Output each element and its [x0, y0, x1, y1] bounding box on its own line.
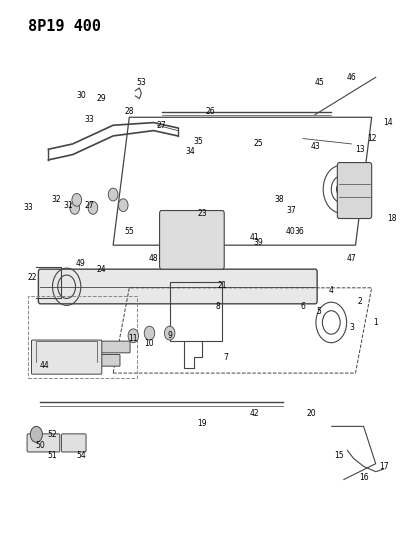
Text: 23: 23 — [197, 209, 207, 217]
Text: 2: 2 — [357, 297, 362, 305]
Text: 41: 41 — [250, 233, 259, 241]
Text: 47: 47 — [347, 254, 356, 263]
Text: 30: 30 — [76, 92, 86, 100]
Text: 24: 24 — [96, 265, 106, 273]
Text: 22: 22 — [27, 273, 37, 281]
Circle shape — [108, 188, 118, 201]
Circle shape — [118, 199, 128, 212]
Text: 28: 28 — [124, 108, 134, 116]
Text: 46: 46 — [347, 73, 356, 82]
Text: 53: 53 — [137, 78, 146, 87]
Text: 10: 10 — [145, 340, 154, 348]
Text: 40: 40 — [286, 228, 296, 236]
Text: 16: 16 — [359, 473, 368, 481]
Text: 1: 1 — [373, 318, 378, 327]
Circle shape — [72, 193, 82, 206]
Circle shape — [30, 426, 42, 442]
Text: 9: 9 — [167, 332, 172, 340]
Circle shape — [88, 201, 98, 214]
Text: 38: 38 — [274, 196, 284, 204]
Text: 27: 27 — [84, 201, 94, 209]
Text: 7: 7 — [224, 353, 229, 361]
Text: 15: 15 — [335, 451, 344, 460]
Text: 26: 26 — [205, 108, 215, 116]
Text: 35: 35 — [193, 137, 203, 146]
Text: 51: 51 — [48, 451, 57, 460]
Text: 17: 17 — [379, 462, 389, 471]
Text: 18: 18 — [387, 214, 397, 223]
Text: 31: 31 — [64, 201, 74, 209]
Text: 13: 13 — [355, 145, 364, 154]
Text: 25: 25 — [254, 140, 263, 148]
Text: 55: 55 — [124, 228, 134, 236]
FancyBboxPatch shape — [160, 211, 224, 269]
Text: 6: 6 — [301, 302, 305, 311]
Text: 54: 54 — [76, 451, 86, 460]
Circle shape — [144, 326, 155, 340]
Text: 19: 19 — [197, 419, 207, 428]
FancyBboxPatch shape — [32, 340, 102, 374]
Text: 33: 33 — [84, 116, 94, 124]
FancyBboxPatch shape — [96, 341, 130, 353]
Text: 29: 29 — [96, 94, 106, 103]
Circle shape — [128, 329, 139, 343]
Text: 49: 49 — [76, 260, 86, 268]
Text: 14: 14 — [383, 118, 393, 127]
Text: 32: 32 — [52, 196, 61, 204]
FancyBboxPatch shape — [61, 434, 86, 452]
FancyBboxPatch shape — [96, 354, 120, 366]
Text: 12: 12 — [367, 134, 377, 143]
Text: 48: 48 — [149, 254, 158, 263]
FancyBboxPatch shape — [38, 269, 317, 304]
Text: 34: 34 — [185, 148, 195, 156]
Text: 52: 52 — [48, 430, 57, 439]
FancyBboxPatch shape — [27, 434, 60, 452]
FancyBboxPatch shape — [337, 163, 372, 219]
Text: 44: 44 — [40, 361, 49, 369]
Text: 37: 37 — [286, 206, 296, 215]
Text: 42: 42 — [250, 409, 259, 417]
Text: 27: 27 — [157, 121, 166, 130]
Text: 3: 3 — [349, 324, 354, 332]
Text: 43: 43 — [310, 142, 320, 151]
Circle shape — [70, 201, 80, 214]
Text: 11: 11 — [128, 334, 138, 343]
Circle shape — [164, 326, 175, 340]
Text: 8P19 400: 8P19 400 — [28, 19, 101, 34]
Text: 5: 5 — [317, 308, 322, 316]
Text: 45: 45 — [314, 78, 324, 87]
Text: 36: 36 — [294, 228, 304, 236]
Text: 33: 33 — [23, 204, 33, 212]
Text: 8: 8 — [216, 302, 221, 311]
Text: 39: 39 — [254, 238, 263, 247]
Text: 4: 4 — [329, 286, 334, 295]
Text: 50: 50 — [36, 441, 45, 449]
Text: 20: 20 — [306, 409, 316, 417]
Text: 21: 21 — [217, 281, 227, 289]
